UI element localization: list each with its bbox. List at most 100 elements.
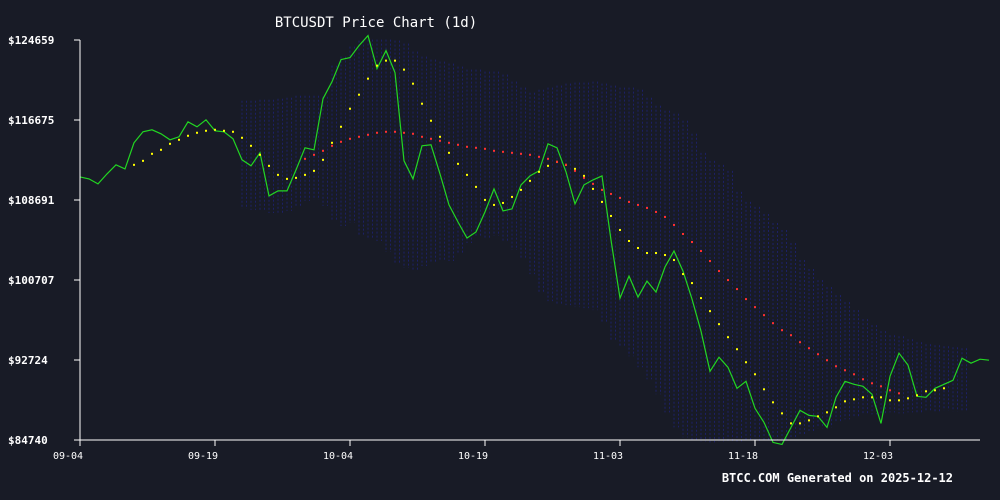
ma-point (637, 247, 639, 250)
ma-point (457, 162, 459, 165)
axes (79, 40, 980, 441)
ma-point (232, 130, 234, 133)
ma-point (538, 155, 540, 158)
ma-point (565, 163, 567, 166)
ma-point (826, 359, 828, 362)
ma-point (412, 132, 414, 135)
ma-point (664, 215, 666, 218)
ma-point (493, 149, 495, 152)
ma-point (421, 102, 423, 105)
chart-title: BTCUSDT Price Chart (1d) (275, 15, 477, 31)
ma-point (268, 164, 270, 167)
ma-point (637, 203, 639, 206)
ma-point (304, 157, 306, 160)
ma-point (817, 353, 819, 356)
ma-point (340, 140, 342, 143)
y-tick-label: $124659 (8, 34, 54, 47)
ma-point (556, 160, 558, 163)
ma-point (583, 174, 585, 177)
ma-point (520, 152, 522, 155)
ma-point (808, 347, 810, 350)
ma-point (691, 282, 693, 285)
y-tick-label: $92724 (8, 354, 48, 367)
ma-point (889, 389, 891, 392)
ma-point (151, 152, 153, 155)
ma-point (646, 252, 648, 255)
ma-point (682, 273, 684, 276)
ma-point (259, 153, 261, 156)
ma-point (322, 149, 324, 152)
ma-point (385, 59, 387, 62)
ma-point (682, 232, 684, 235)
ma-point (673, 223, 675, 226)
ma-point (880, 385, 882, 388)
ma-point (763, 314, 765, 317)
series-layer (79, 34, 990, 446)
ma-point (781, 329, 783, 332)
ma-point (160, 148, 162, 151)
ma-point (484, 147, 486, 150)
ma-point (475, 146, 477, 149)
ma-point (673, 259, 675, 262)
ma-point (430, 137, 432, 140)
ma-point (583, 176, 585, 179)
ma-point (727, 336, 729, 339)
ma-point (772, 401, 774, 404)
ma-point (196, 131, 198, 134)
ma-point (502, 150, 504, 153)
x-tick-label: 10-04 (323, 451, 353, 462)
ma-point (871, 396, 873, 399)
ma-point (619, 196, 621, 199)
ma-point (511, 151, 513, 154)
ma-point (385, 130, 387, 133)
ma-point (646, 206, 648, 209)
ma-point (295, 176, 297, 179)
ma-point (889, 399, 891, 402)
ma-point (781, 412, 783, 415)
footer-credit: BTCC.COM Generated on 2025-12-12 (722, 471, 953, 485)
ma-point (223, 129, 225, 132)
ma-point (529, 179, 531, 182)
y-tick-label: $116675 (8, 114, 54, 127)
ma-point (340, 125, 342, 128)
ma-point (394, 130, 396, 133)
ma-point (142, 159, 144, 162)
long-ma-dots (304, 130, 900, 395)
ma-point (187, 134, 189, 137)
ma-point (349, 107, 351, 110)
ma-point (313, 169, 315, 172)
ma-point (475, 185, 477, 188)
ma-point (250, 144, 252, 147)
x-tick-label: 11-03 (593, 451, 623, 462)
ma-point (538, 170, 540, 173)
ma-point (709, 260, 711, 263)
ma-point (439, 139, 441, 142)
y-tick-label: $84740 (8, 434, 48, 447)
ma-point (403, 68, 405, 71)
ma-point (934, 389, 936, 392)
ma-point (700, 250, 702, 253)
ma-point (448, 141, 450, 144)
ma-point (862, 396, 864, 399)
ma-point (214, 128, 216, 131)
ma-point (484, 198, 486, 201)
ma-point (592, 182, 594, 185)
ma-point (835, 365, 837, 368)
ma-point (430, 119, 432, 122)
ma-point (736, 348, 738, 351)
ma-point (394, 59, 396, 62)
ma-point (241, 136, 243, 139)
ma-point (466, 145, 468, 148)
ma-point (862, 378, 864, 381)
x-tick-label: 12-03 (863, 451, 893, 462)
ma-point (367, 77, 369, 80)
ma-point (790, 422, 792, 425)
ma-point (358, 135, 360, 138)
ma-point (898, 399, 900, 402)
ma-point (790, 334, 792, 337)
ticks: $84740 $92724 $100707 $108691 $116675 $124659… (8, 34, 893, 462)
ma-point (313, 153, 315, 156)
y-tick-label: $100707 (8, 274, 54, 287)
ma-point (448, 151, 450, 154)
